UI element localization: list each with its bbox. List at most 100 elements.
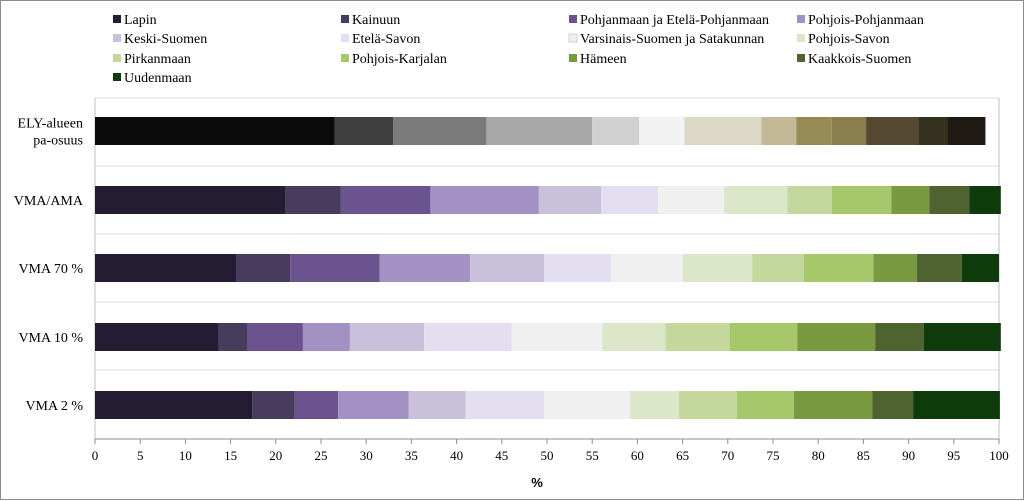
category-labels: ELY-alueen pa-osuus VMA/AMA VMA 70 % VMA 10 … [14, 117, 84, 415]
bar-segment [796, 117, 832, 145]
bar-segment [95, 391, 253, 419]
bar-segment [302, 323, 350, 351]
bar-segment [665, 323, 730, 351]
bar-segment [430, 186, 539, 214]
x-axis-title: % [531, 475, 543, 490]
x-tick-label: 45 [495, 448, 508, 463]
bar-segment [95, 117, 335, 145]
x-tick-label: 80 [812, 448, 825, 463]
legend-label: Uudenmaan [124, 71, 192, 86]
legend-label: Pohjois-Savon [808, 32, 890, 47]
bar-segment [340, 186, 431, 214]
x-tick-label: 5 [137, 448, 144, 463]
legend-label: Pohjois-Karjalan [352, 52, 447, 67]
legend-label: Pirkanmaan [124, 52, 191, 67]
bar-segment [761, 117, 797, 145]
bar-segment [338, 391, 409, 419]
legend-label: Keski-Suomen [124, 32, 207, 47]
legend-swatch [797, 15, 805, 23]
bar-segment [611, 254, 683, 282]
x-tick-label: 0 [92, 448, 99, 463]
bar-segment [929, 186, 970, 214]
bar-segment [831, 117, 867, 145]
bar-segment [290, 254, 380, 282]
legend-swatch [797, 54, 805, 62]
legend-label: Lapin [124, 13, 157, 28]
bar-segment [831, 186, 892, 214]
bar-segment [891, 186, 930, 214]
legend-label: Etelä-Savon [352, 32, 420, 47]
x-tick-label: 95 [947, 448, 960, 463]
bar-segment [592, 117, 640, 145]
bar-segment [601, 186, 659, 214]
legend-swatch [341, 15, 349, 23]
x-tick-label: 75 [767, 448, 780, 463]
category-label: VMA/AMA [14, 194, 84, 209]
bar-segment [684, 117, 762, 145]
bar-segment [787, 186, 832, 214]
x-tick-label: 70 [721, 448, 734, 463]
x-tick-label: 100 [989, 448, 1009, 463]
bar-segment [872, 391, 914, 419]
bar-segment [682, 254, 753, 282]
bar-segment [729, 323, 798, 351]
legend-swatch [113, 15, 121, 23]
bar-segment [247, 323, 303, 351]
bar-segment [793, 391, 873, 419]
bar-segment [334, 117, 394, 145]
legend-label: Pohjois-Pohjanmaan [808, 13, 924, 28]
bar-segment [913, 391, 1000, 419]
bar-segment [408, 391, 466, 419]
bar-segment [916, 254, 962, 282]
bar-segment [252, 391, 295, 419]
x-tick-label: 40 [450, 448, 463, 463]
legend-swatch [341, 54, 349, 62]
bar-segment [544, 391, 631, 419]
x-tick-label: 20 [269, 448, 282, 463]
bar-segment [424, 323, 512, 351]
bar-segment [639, 117, 685, 145]
legend-swatch [113, 73, 121, 81]
legend-label: Kainuun [352, 13, 400, 28]
legend-swatch [569, 54, 577, 62]
legend: Lapin Kainuun Pohjanmaan ja Etelä-Pohjanma… [113, 13, 924, 86]
bar-segment [918, 117, 948, 145]
x-tick-label: 35 [405, 448, 418, 463]
bar-segment [486, 117, 593, 145]
bar-segment [923, 323, 1001, 351]
x-tick-label: 25 [315, 448, 328, 463]
legend-swatch [113, 34, 121, 42]
x-tick-label: 10 [179, 448, 192, 463]
legend-swatch [341, 34, 349, 42]
x-tick-label: 15 [224, 448, 237, 463]
bar-segment [95, 323, 219, 351]
x-tick-label: 30 [360, 448, 373, 463]
legend-label: Varsinais-Suomen ja Satakunnan [580, 32, 764, 47]
x-tick-label: 65 [676, 448, 689, 463]
bar-segment [393, 117, 487, 145]
legend-swatch [113, 54, 121, 62]
bar-segment [797, 323, 876, 351]
legend-swatch [797, 34, 805, 42]
bar-segment [95, 254, 237, 282]
x-tick-label: 90 [902, 448, 915, 463]
bar-segment [961, 254, 999, 282]
bar-segment [538, 186, 602, 214]
bar-segment [95, 186, 286, 214]
bar-segment [752, 254, 804, 282]
bar-segment [544, 254, 612, 282]
bars [95, 117, 1001, 419]
category-label: ELY-alueen pa-osuus [18, 117, 83, 149]
category-label: VMA 10 % [18, 331, 83, 346]
x-tick-label: 60 [631, 448, 644, 463]
bar-segment [465, 391, 545, 419]
bar-segment [285, 186, 341, 214]
bar-segment [678, 391, 737, 419]
bar-segment [630, 391, 679, 419]
bar-segment [875, 323, 924, 351]
legend-label: Kaakkois-Suomen [808, 52, 911, 67]
bar-segment [511, 323, 603, 351]
legend-swatch [568, 33, 578, 43]
bar-segment [873, 254, 917, 282]
